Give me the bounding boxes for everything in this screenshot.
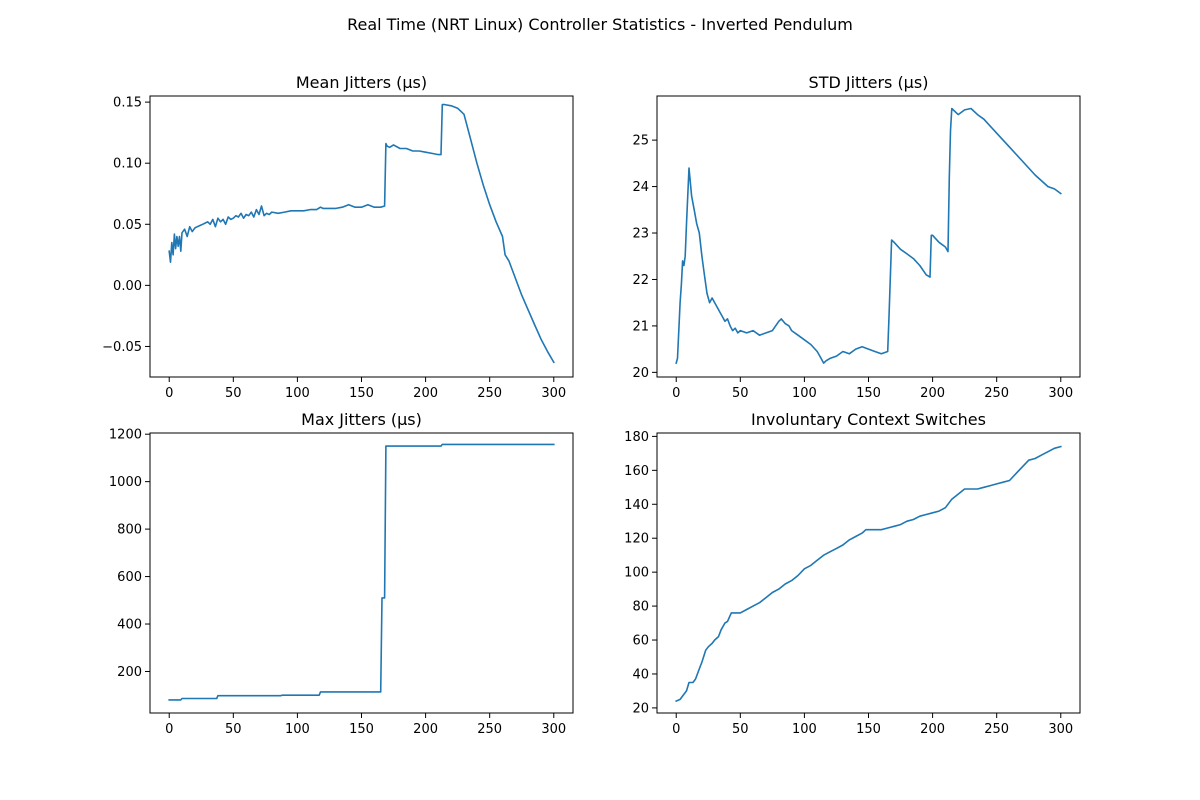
context-switches-ytick-label: 160 [624,464,649,479]
max-jitters-ytick-label: 800 [117,523,142,538]
context-switches-xtick-label: 300 [1048,722,1073,737]
std-jitters-title: STD Jitters (μs) [809,73,929,92]
std-jitters-ytick-label: 24 [632,180,649,195]
std-jitters-xtick-label: 250 [984,386,1009,401]
max-jitters-xtick-label: 150 [349,722,374,737]
mean-jitters-ytick-label: 0.15 [113,96,142,111]
max-jitters-ytick-label: 600 [117,570,142,585]
std-jitters-xtick-label: 150 [856,386,881,401]
mean-jitters-xtick-label: 50 [225,386,242,401]
mean-jitters-subplot: Mean Jitters (μs) 0 50 100 150 200 250 300 −0.05… [102,73,574,401]
mean-jitters-title: Mean Jitters (μs) [296,73,427,92]
max-jitters-ytick-label: 400 [117,618,142,633]
max-jitters-xtick-label: 50 [225,722,242,737]
context-switches-ytick-label: 20 [632,701,649,716]
std-jitters-subplot: STD Jitters (μs) 0 50 100 150 200 250 300 20 21 22… [632,73,1081,401]
std-jitters-xtick-label: 100 [792,386,817,401]
std-jitters-ytick-label: 23 [632,227,649,242]
mean-jitters-xtick-label: 200 [413,386,438,401]
std-jitters-xtick-label: 300 [1048,386,1073,401]
std-jitters-xtick-label: 200 [920,386,945,401]
context-switches-subplot: Involuntary Context Switches 0 50 100 150 200… [624,410,1081,737]
mean-jitters-xtick-label: 150 [349,386,374,401]
max-jitters-xtick-label: 300 [541,722,566,737]
context-switches-xtick-label: 150 [856,722,881,737]
std-jitters-series-line [675,107,1062,365]
context-switches-title: Involuntary Context Switches [751,410,986,429]
mean-jitters-ytick-label: −0.05 [102,340,142,355]
mean-jitters-xtick-label: 100 [285,386,310,401]
max-jitters-ytick-label: 1000 [109,475,142,490]
std-jitters-ytick-label: 21 [632,319,649,334]
context-switches-ytick-label: 80 [632,600,649,615]
std-jitters-ytick-label: 22 [632,273,649,288]
max-jitters-title: Max Jitters (μs) [301,410,422,429]
std-jitters-xtick-label: 50 [732,386,749,401]
context-switches-ytick-label: 180 [624,430,649,445]
context-switches-ytick-label: 40 [632,667,649,682]
std-jitters-ytick-label: 20 [632,366,649,381]
mean-jitters-ytick-label: 0.05 [113,218,142,233]
mean-jitters-xtick-label: 300 [541,386,566,401]
context-switches-ytick-label: 60 [632,634,649,649]
max-jitters-ytick-label: 1200 [109,428,142,443]
max-jitters-series-line [168,443,555,701]
figure-suptitle: Real Time (NRT Linux) Controller Statist… [347,15,853,34]
context-switches-xtick-label: 250 [984,722,1009,737]
subplots: Mean Jitters (μs)0 50 100 150 200 250 300−0.05… [102,73,1081,737]
std-jitters-ytick-label: 25 [632,134,649,149]
max-jitters-ytick-label: 200 [117,665,142,680]
max-jitters-xtick-label: 100 [285,722,310,737]
max-jitters-subplot: Max Jitters (μs) 0 50 100 150 200 250 300 200 400… [109,410,574,737]
max-jitters-xtick-label: 200 [413,722,438,737]
std-jitters-xtick-label: 0 [672,386,680,401]
max-jitters-xtick-label: 0 [165,722,173,737]
context-switches-xtick-label: 50 [732,722,749,737]
mean-jitters-series-line [168,103,555,364]
context-switches-ytick-label: 140 [624,498,649,513]
context-switches-xtick-label: 100 [792,722,817,737]
context-switches-ytick-label: 100 [624,566,649,581]
mean-jitters-ytick-label: 0.00 [113,279,142,294]
mean-jitters-ytick-label: 0.10 [113,157,142,172]
max-jitters-xtick-label: 250 [477,722,502,737]
mean-jitters-xtick-label: 0 [165,386,173,401]
context-switches-xtick-label: 0 [672,722,680,737]
context-switches-series-line [675,445,1062,703]
context-switches-ytick-label: 120 [624,532,649,547]
context-switches-xtick-label: 200 [920,722,945,737]
mean-jitters-xtick-label: 250 [477,386,502,401]
